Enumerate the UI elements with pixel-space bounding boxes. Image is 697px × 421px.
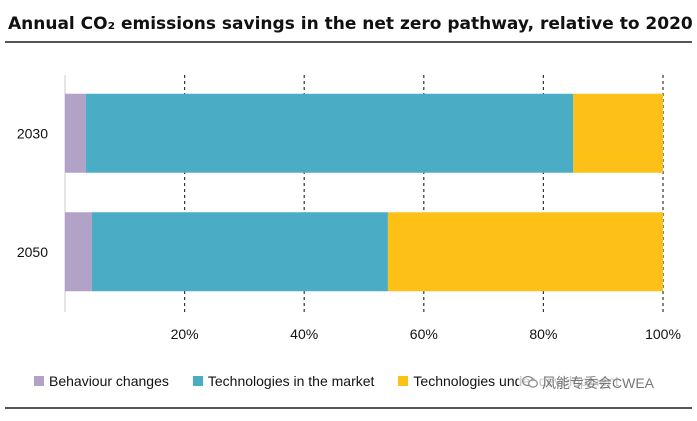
wechat-icon bbox=[521, 375, 538, 392]
chart-title: Annual CO₂ emissions savings in the net … bbox=[8, 14, 693, 34]
y-tick-label-0: 2030 bbox=[17, 125, 48, 141]
y-tick-label-1: 2050 bbox=[17, 244, 48, 260]
watermark: 风能专委会CWEA bbox=[519, 373, 657, 393]
legend-label-behaviour: Behaviour changes bbox=[49, 373, 169, 389]
x-tick-label-1: 40% bbox=[290, 326, 318, 342]
bar-2050-0 bbox=[65, 212, 92, 292]
x-tick-label-4: 100% bbox=[645, 326, 681, 342]
legend-swatch-market bbox=[192, 376, 203, 386]
x-tick-label-0: 20% bbox=[171, 326, 199, 342]
legend-swatch-behaviour bbox=[34, 376, 44, 386]
x-tick-label-3: 80% bbox=[529, 326, 557, 342]
title-rule bbox=[5, 41, 692, 43]
footer-rule bbox=[5, 407, 692, 409]
bar-2030-1 bbox=[85, 93, 574, 173]
bar-2050-2 bbox=[387, 212, 663, 292]
legend-swatch-development bbox=[398, 376, 409, 386]
x-tick-label-2: 60% bbox=[410, 326, 438, 342]
bar-2050-1 bbox=[91, 212, 388, 292]
bar-2030-0 bbox=[65, 93, 86, 173]
legend-item-behaviour: Behaviour changes bbox=[34, 373, 169, 389]
bar-2030-2 bbox=[573, 93, 663, 173]
watermark-text: 风能专委会CWEA bbox=[542, 375, 654, 391]
legend-item-market: Technologies in the market bbox=[192, 373, 375, 389]
legend-label-market: Technologies in the market bbox=[207, 373, 375, 389]
